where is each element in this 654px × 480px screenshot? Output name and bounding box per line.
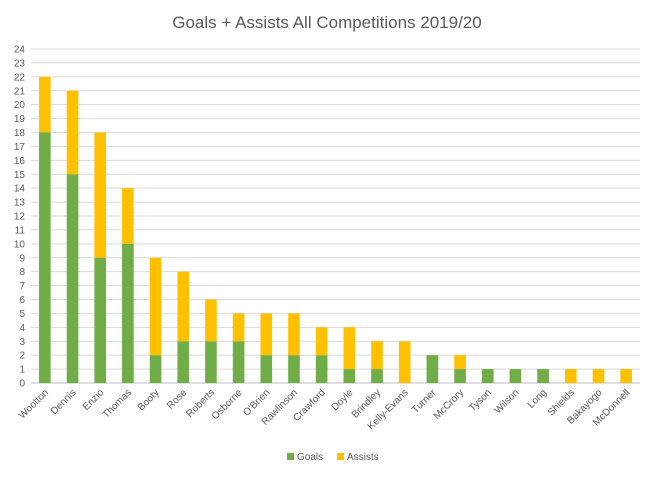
y-tick-label: 23 xyxy=(14,58,26,69)
y-tick-label: 20 xyxy=(14,100,26,111)
x-tick-label: Wootton xyxy=(17,387,51,421)
legend-swatch-assists xyxy=(337,453,344,460)
bar-goals-o-brien xyxy=(260,355,272,383)
bar-assists-mcdonnell xyxy=(620,369,632,383)
y-tick-label: 21 xyxy=(14,86,26,97)
bar-goals-rawlinson xyxy=(288,355,300,383)
bar-assists-osborne xyxy=(233,313,245,341)
bar-goals-brindley xyxy=(371,369,383,383)
y-tick-label: 5 xyxy=(19,309,25,320)
stacked-bar-chart: Goals + Assists All Competitions 2019/20… xyxy=(0,0,654,480)
y-tick-label: 24 xyxy=(14,45,26,56)
x-tick-label: Wilson xyxy=(493,387,522,416)
bar-assists-enzio xyxy=(94,133,106,258)
y-tick-label: 9 xyxy=(19,253,25,264)
x-tick-label: Booty xyxy=(136,387,162,413)
y-tick-label: 8 xyxy=(19,267,25,278)
y-tick-label: 14 xyxy=(14,184,26,195)
bar-goals-wootton xyxy=(39,133,51,384)
bar-goals-wilson xyxy=(510,369,522,383)
bar-goals-booty xyxy=(150,355,162,383)
y-tick-label: 15 xyxy=(14,170,26,181)
legend: Goals Assists xyxy=(287,452,379,463)
bar-assists-crawford xyxy=(316,327,328,355)
y-tick-label: 22 xyxy=(14,72,26,83)
x-tick-label: Enzio xyxy=(81,387,107,413)
bar-assists-brindley xyxy=(371,341,383,369)
bar-assists-dennis xyxy=(67,91,79,175)
x-tick-label: Doyle xyxy=(330,387,356,413)
bar-goals-thomas xyxy=(122,244,134,383)
legend-swatch-goals xyxy=(287,453,294,460)
x-tick-label: Osborne xyxy=(210,387,245,422)
bar-assists-doyle xyxy=(344,327,356,369)
x-tick-label: Thomas xyxy=(101,387,134,420)
x-tick-label: Dennis xyxy=(49,387,79,417)
x-tick-label: Tyson xyxy=(467,387,494,414)
bar-assists-o-brien xyxy=(260,313,272,355)
y-tick-label: 12 xyxy=(14,212,26,223)
y-tick-label: 11 xyxy=(15,225,26,236)
bar-assists-booty xyxy=(150,258,162,355)
y-tick-label: 16 xyxy=(14,156,26,167)
bar-assists-roberts xyxy=(205,300,217,342)
bar-goals-turner xyxy=(427,355,439,383)
bar-assists-shields xyxy=(565,369,577,383)
y-tick-label: 3 xyxy=(19,337,25,348)
bar-goals-tyson xyxy=(482,369,494,383)
bar-assists-wootton xyxy=(39,77,51,133)
bar-goals-dennis xyxy=(67,174,79,383)
bar-goals-osborne xyxy=(233,341,245,383)
y-tick-label: 6 xyxy=(19,295,25,306)
bar-goals-enzio xyxy=(94,258,106,383)
y-tick-label: 4 xyxy=(19,323,25,334)
legend-label-assists: Assists xyxy=(347,452,379,463)
y-tick-label: 1 xyxy=(19,365,25,376)
y-tick-label: 2 xyxy=(19,351,25,362)
bar-goals-long xyxy=(537,369,549,383)
y-tick-label: 0 xyxy=(19,379,25,390)
bar-assists-rawlinson xyxy=(288,313,300,355)
bar-goals-mccrory xyxy=(454,369,466,383)
y-tick-label: 13 xyxy=(14,198,26,209)
y-tick-label: 10 xyxy=(14,239,26,250)
legend-label-goals: Goals xyxy=(297,452,323,463)
chart-title: Goals + Assists All Competitions 2019/20 xyxy=(172,13,481,32)
y-tick-label: 7 xyxy=(19,281,25,292)
x-tick-label: McCrory xyxy=(432,387,466,421)
bar-assists-bakayogo xyxy=(593,369,605,383)
chart-container: Goals + Assists All Competitions 2019/20… xyxy=(0,0,654,480)
bar-assists-thomas xyxy=(122,188,134,244)
x-tick-label: Long xyxy=(526,387,550,411)
bar-assists-rose xyxy=(177,272,189,342)
y-tick-label: 18 xyxy=(14,128,26,139)
bar-goals-crawford xyxy=(316,355,328,383)
y-tick-label: 19 xyxy=(14,114,26,125)
bar-goals-doyle xyxy=(344,369,356,383)
bar-assists-mccrory xyxy=(454,355,466,369)
y-tick-label: 17 xyxy=(14,142,26,153)
bar-goals-roberts xyxy=(205,341,217,383)
bar-goals-rose xyxy=(177,341,189,383)
bar-assists-kelly-evans xyxy=(399,341,411,383)
x-tick-label: Rose xyxy=(165,387,190,412)
